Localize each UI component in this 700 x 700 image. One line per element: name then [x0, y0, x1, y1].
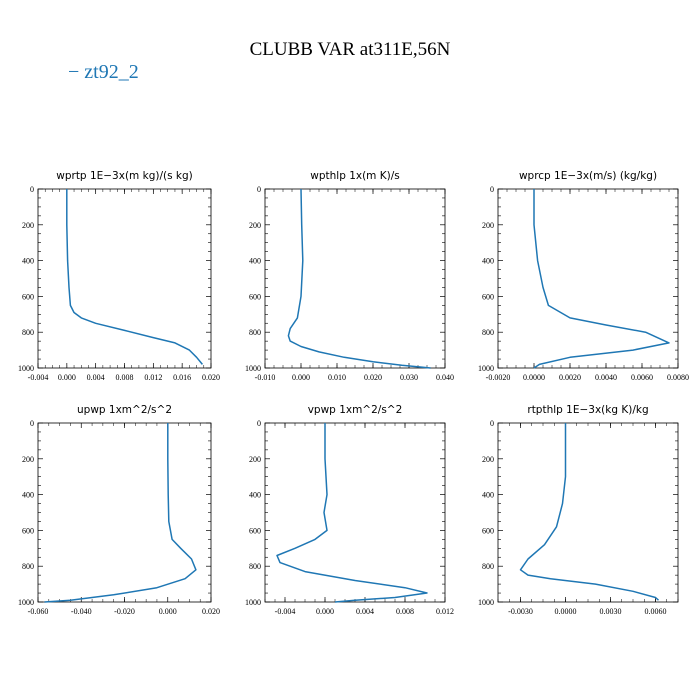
- x-tick-label: 0.000: [159, 607, 177, 616]
- x-tick-label: -0.004: [28, 373, 49, 382]
- y-tick-label: 0: [490, 419, 494, 428]
- chart-panel-4: upwp 1xm^2/s^2 0 200 400 600 800 1000-0.060 -0.…: [18, 404, 220, 616]
- x-tick-label: -0.060: [28, 607, 49, 616]
- chart-panel-3: wprcp 1E−3x(m/s) (kg/kg) 0 200 400 600 800 100…: [478, 170, 689, 382]
- y-tick-label: 0: [257, 419, 261, 428]
- y-tick-label: 800: [22, 328, 34, 337]
- chart-panel-5: vpwp 1xm^2/s^2 0 200 400 600 800 1000 -0.004 0.0…: [245, 404, 454, 616]
- x-tick-label: 0.012: [436, 607, 454, 616]
- x-tick-label: -0.010: [255, 373, 276, 382]
- x-tick-label: 0.008: [396, 607, 414, 616]
- y-tick-label: 800: [482, 328, 494, 337]
- chart-panel-1: wprtp 1E−3x(m kg)/(s kg) 0 200 400 600 800 100…: [18, 170, 220, 382]
- x-tick-label: 0.0080: [667, 373, 689, 382]
- x-tick-label: 0.0040: [595, 373, 617, 382]
- y-tick-label: 400: [249, 257, 261, 266]
- y-tick-label: 1000: [245, 598, 261, 607]
- series-line-zt92_2: [276, 423, 428, 603]
- y-tick-label: 600: [482, 526, 494, 535]
- x-tick-label: 0.004: [87, 373, 105, 382]
- y-tick-label: 1000: [245, 364, 261, 373]
- y-tick-label: 1000: [18, 364, 34, 373]
- y-tick-label: 400: [482, 491, 494, 500]
- y-tick-label: 200: [22, 221, 34, 230]
- x-tick-label: -0.0030: [508, 607, 533, 616]
- series-line-zt92_2: [287, 188, 431, 369]
- y-tick-label: 800: [482, 562, 494, 571]
- y-tick-label: 600: [22, 526, 34, 535]
- panel-title: wprtp 1E−3x(m kg)/(s kg): [56, 170, 193, 182]
- x-tick-label: 0.000: [316, 607, 334, 616]
- y-tick-label: 200: [249, 221, 261, 230]
- series-line-zt92_2: [66, 189, 203, 365]
- y-tick-label: 800: [22, 562, 34, 571]
- x-tick-label: 0.008: [116, 373, 134, 382]
- x-tick-label: 0.000: [58, 373, 76, 382]
- y-tick-label: 400: [22, 257, 34, 266]
- x-tick-label: 0.0060: [645, 607, 667, 616]
- panel-title: wpthlp 1x(m K)/s: [310, 170, 400, 182]
- y-tick-label: 800: [249, 328, 261, 337]
- y-tick-label: 200: [249, 455, 261, 464]
- y-tick-label: 1000: [18, 598, 34, 607]
- x-tick-label: 0.0000: [523, 373, 545, 382]
- chart-panel-6: rtpthlp 1E−3x(kg K)/kg 0 200 400 600 800 1000 -…: [478, 404, 679, 616]
- y-tick-label: 400: [482, 257, 494, 266]
- x-tick-label: 0.020: [364, 373, 382, 382]
- x-tick-label: 0.016: [173, 373, 191, 382]
- y-tick-label: 600: [249, 292, 261, 301]
- panel-title: vpwp 1xm^2/s^2: [308, 404, 403, 416]
- x-tick-label: 0.0020: [559, 373, 581, 382]
- x-tick-label: 0.004: [356, 607, 374, 616]
- series-line-zt92_2: [533, 189, 670, 369]
- panel-title: rtpthlp 1E−3x(kg K)/kg: [527, 404, 648, 416]
- x-tick-label: 0.000: [292, 373, 310, 382]
- y-tick-label: 600: [249, 526, 261, 535]
- series-line-zt92_2: [519, 423, 660, 601]
- y-tick-label: 600: [482, 292, 494, 301]
- panel-title: wprcp 1E−3x(m/s) (kg/kg): [519, 170, 657, 182]
- y-tick-label: 1000: [478, 364, 494, 373]
- x-tick-label: -0.040: [71, 607, 92, 616]
- series-line-zt92_2: [44, 423, 197, 603]
- x-tick-label: 0.012: [144, 373, 162, 382]
- y-tick-label: 1000: [478, 598, 494, 607]
- x-tick-label: -0.020: [114, 607, 135, 616]
- x-tick-label: 0.040: [436, 373, 454, 382]
- x-tick-label: 0.020: [202, 373, 220, 382]
- figure-title: CLUBB VAR at311E,56N: [250, 39, 451, 60]
- panel-title: upwp 1xm^2/s^2: [77, 404, 172, 416]
- y-tick-label: 200: [482, 221, 494, 230]
- y-tick-label: 0: [30, 419, 34, 428]
- y-tick-label: 0: [257, 185, 261, 194]
- y-tick-label: 400: [22, 491, 34, 500]
- x-tick-label: 0.030: [400, 373, 418, 382]
- y-tick-label: 400: [249, 491, 261, 500]
- x-tick-label: 0.020: [202, 607, 220, 616]
- panel-grid: wprtp 1E−3x(m kg)/(s kg) 0 200 400 600 800 100…: [18, 170, 689, 616]
- x-tick-label: 0.0030: [600, 607, 622, 616]
- y-tick-label: 0: [30, 185, 34, 194]
- y-tick-label: 200: [482, 455, 494, 464]
- x-tick-label: 0.010: [328, 373, 346, 382]
- x-tick-label: 0.0000: [555, 607, 577, 616]
- y-tick-label: 200: [22, 455, 34, 464]
- y-tick-label: 0: [490, 185, 494, 194]
- x-tick-label: 0.0060: [631, 373, 653, 382]
- x-tick-label: -0.0020: [486, 373, 511, 382]
- y-tick-label: 800: [249, 562, 261, 571]
- legend-entry: − zt92_2: [68, 61, 139, 83]
- chart-panel-2: wpthlp 1x(m K)/s 0 200 400 600 800 1000-0.010 0…: [245, 170, 454, 382]
- y-tick-label: 600: [22, 292, 34, 301]
- x-tick-label: -0.004: [275, 607, 296, 616]
